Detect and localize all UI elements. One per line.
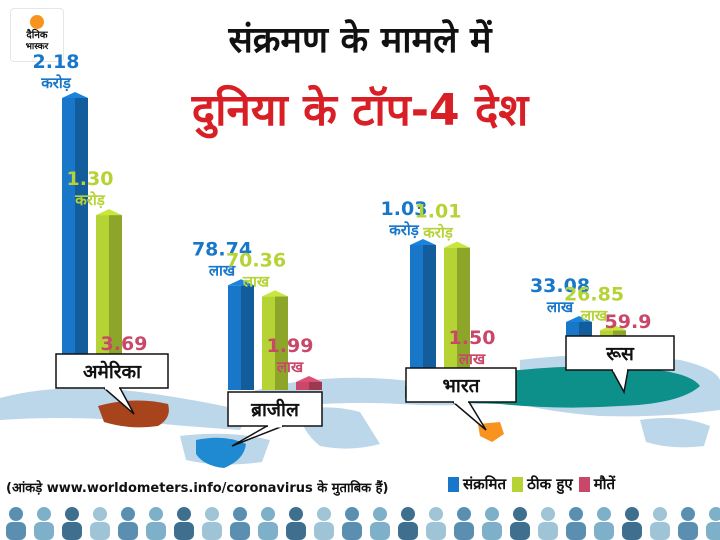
data-label-value-infected-0: 2.18 bbox=[33, 51, 80, 73]
country-label-0: अमेरिका bbox=[55, 353, 169, 415]
crowd-person-20 bbox=[566, 507, 586, 540]
title-line-1: संक्रमण के मामले में bbox=[228, 20, 492, 61]
sun-icon bbox=[30, 15, 44, 29]
bar-infected-2 bbox=[410, 238, 436, 382]
crowd-person-1 bbox=[34, 507, 54, 540]
crowd-person-17 bbox=[482, 507, 502, 540]
bar-infected-0 bbox=[62, 92, 88, 388]
crowd-person-25 bbox=[706, 507, 720, 540]
country-name-2: भारत bbox=[443, 375, 481, 397]
crowd-person-24 bbox=[678, 507, 698, 540]
crowd-person-15 bbox=[426, 507, 446, 540]
data-label-unit-infected-0: करोड़ bbox=[40, 74, 72, 92]
data-label-value-infected-3: 33.08 bbox=[530, 275, 590, 297]
crowd-person-18 bbox=[510, 507, 530, 540]
bar-recovered-0 bbox=[96, 209, 122, 388]
country-labels-layer: अमेरिका ब्राजील भारत रूस bbox=[55, 335, 675, 447]
dainik-bhaskar-logo: दैनिक भास्कर bbox=[10, 8, 64, 62]
country-label-2: भारत bbox=[405, 367, 517, 431]
data-label-unit-recovered-3: लाख bbox=[580, 306, 608, 324]
data-label-value-recovered-1: 70.36 bbox=[226, 249, 286, 271]
crowd-person-3 bbox=[90, 507, 110, 540]
data-label-value-infected-2: 1.03 bbox=[381, 198, 428, 220]
legend-swatch-recovered bbox=[512, 476, 524, 492]
logo-line-1: दैनिक bbox=[26, 30, 48, 41]
bar-deaths-1 bbox=[296, 376, 322, 390]
crowd-person-22 bbox=[622, 507, 642, 540]
crowd-person-23 bbox=[650, 507, 670, 540]
logo-line-2: भास्कर bbox=[25, 42, 49, 52]
legend-item-infected: संक्रमित bbox=[448, 474, 506, 494]
country-name-3: रूस bbox=[605, 343, 635, 365]
crowd-person-16 bbox=[454, 507, 474, 540]
legend-label-infected: संक्रमित bbox=[463, 475, 507, 493]
data-label-unit-infected-3: लाख bbox=[546, 298, 574, 316]
data-label-unit-recovered-0: करोड़ bbox=[74, 191, 106, 209]
crowd-person-6 bbox=[174, 507, 194, 540]
legend-swatch-deaths bbox=[578, 476, 590, 492]
data-label-value-infected-1: 78.74 bbox=[192, 238, 252, 260]
legend-label-deaths: मौतें bbox=[593, 475, 616, 493]
source-note: (आंकड़े www.worldometers.info/coronaviru… bbox=[6, 481, 389, 496]
data-label-unit-infected-2: करोड़ bbox=[388, 221, 420, 239]
legend-item-recovered: ठीक हुए bbox=[512, 474, 573, 494]
crowd-illustration bbox=[6, 507, 720, 540]
crowd-person-13 bbox=[370, 507, 390, 540]
data-label-unit-infected-1: लाख bbox=[208, 261, 236, 279]
crowd-person-14 bbox=[398, 507, 418, 540]
data-label-value-deaths-0: 3.69 bbox=[101, 333, 148, 355]
data-label-unit-recovered-1: लाख bbox=[242, 272, 270, 290]
legend-item-deaths: मौतें bbox=[578, 474, 616, 494]
crowd-person-21 bbox=[594, 507, 614, 540]
data-label-value-recovered-0: 1.30 bbox=[67, 168, 114, 190]
country-label-3: रूस bbox=[565, 335, 675, 395]
crowd-person-7 bbox=[202, 507, 222, 540]
crowd-person-4 bbox=[118, 507, 138, 540]
legend-swatch-infected bbox=[448, 476, 459, 492]
bar-recovered-2 bbox=[444, 241, 470, 382]
data-label-unit-deaths-1: लाख bbox=[276, 358, 304, 376]
crowd-person-2 bbox=[62, 507, 82, 540]
crowd-person-0 bbox=[6, 507, 26, 540]
legend: संक्रमित ठीक हुए मौतें bbox=[448, 474, 615, 494]
data-label-unit-recovered-2: करोड़ bbox=[422, 224, 454, 242]
crowd-person-12 bbox=[342, 507, 362, 540]
country-label-1: ब्राजील bbox=[227, 391, 323, 447]
data-label-value-recovered-2: 1.01 bbox=[415, 201, 462, 223]
crowd-person-9 bbox=[258, 507, 278, 540]
data-label-value-deaths-3: 59.9 bbox=[605, 311, 652, 333]
bar-recovered-1 bbox=[262, 290, 288, 390]
crowd-person-8 bbox=[230, 507, 250, 540]
data-labels-layer: 2.18करोड़1.30करोड़3.69लाख78.74लाख70.36ला… bbox=[33, 51, 652, 376]
data-label-value-deaths-2: 1.50 bbox=[449, 327, 496, 349]
crowd-person-5 bbox=[146, 507, 166, 540]
data-label-value-deaths-1: 1.99 bbox=[267, 335, 314, 357]
country-name-0: अमेरिका bbox=[83, 360, 142, 383]
crowd-person-11 bbox=[314, 507, 334, 540]
title-line-2: दुनिया के टॉप-4 देश bbox=[191, 85, 529, 136]
data-label-value-recovered-3: 26.85 bbox=[564, 283, 624, 305]
bar-infected-1 bbox=[228, 279, 254, 390]
crowd-person-19 bbox=[538, 507, 558, 540]
country-name-1: ब्राजील bbox=[250, 398, 300, 421]
landmass-5 bbox=[640, 418, 710, 448]
data-label-unit-deaths-2: लाख bbox=[458, 350, 486, 368]
legend-label-recovered: ठीक हुए bbox=[527, 475, 573, 493]
crowd-person-10 bbox=[286, 507, 306, 540]
